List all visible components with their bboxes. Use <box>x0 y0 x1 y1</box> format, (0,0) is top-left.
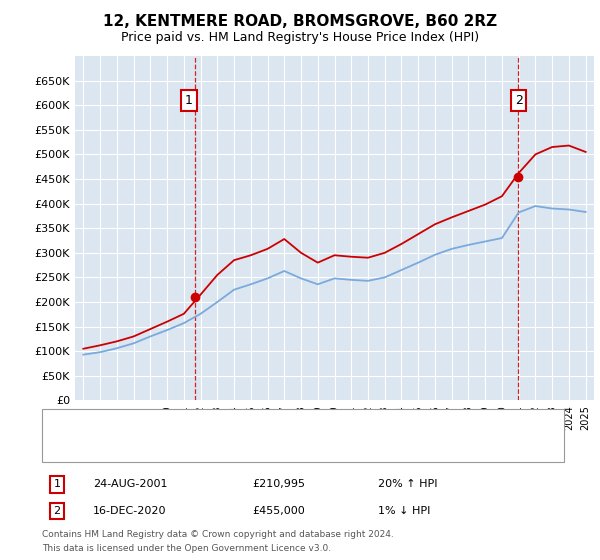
Text: £210,995: £210,995 <box>252 479 305 489</box>
Text: HPI: Average price, detached house, Bromsgrove: HPI: Average price, detached house, Brom… <box>81 445 337 455</box>
Text: 1: 1 <box>53 479 61 489</box>
Text: 1% ↓ HPI: 1% ↓ HPI <box>378 506 430 516</box>
Text: Price paid vs. HM Land Registry's House Price Index (HPI): Price paid vs. HM Land Registry's House … <box>121 31 479 44</box>
Text: ——: —— <box>51 444 68 458</box>
Text: 24-AUG-2001: 24-AUG-2001 <box>93 479 167 489</box>
Text: 16-DEC-2020: 16-DEC-2020 <box>93 506 167 516</box>
Text: 2: 2 <box>53 506 61 516</box>
Text: 20% ↑ HPI: 20% ↑ HPI <box>378 479 437 489</box>
Text: 12, KENTMERE ROAD, BROMSGROVE, B60 2RZ: 12, KENTMERE ROAD, BROMSGROVE, B60 2RZ <box>103 14 497 29</box>
Text: 2: 2 <box>515 94 523 107</box>
Text: 1: 1 <box>185 94 193 107</box>
Text: Contains HM Land Registry data © Crown copyright and database right 2024.: Contains HM Land Registry data © Crown c… <box>42 530 394 539</box>
Text: This data is licensed under the Open Government Licence v3.0.: This data is licensed under the Open Gov… <box>42 544 331 553</box>
Text: ——: —— <box>51 417 68 431</box>
Text: 12, KENTMERE ROAD, BROMSGROVE, B60 2RZ (detached house): 12, KENTMERE ROAD, BROMSGROVE, B60 2RZ (… <box>81 419 418 429</box>
Text: £455,000: £455,000 <box>252 506 305 516</box>
